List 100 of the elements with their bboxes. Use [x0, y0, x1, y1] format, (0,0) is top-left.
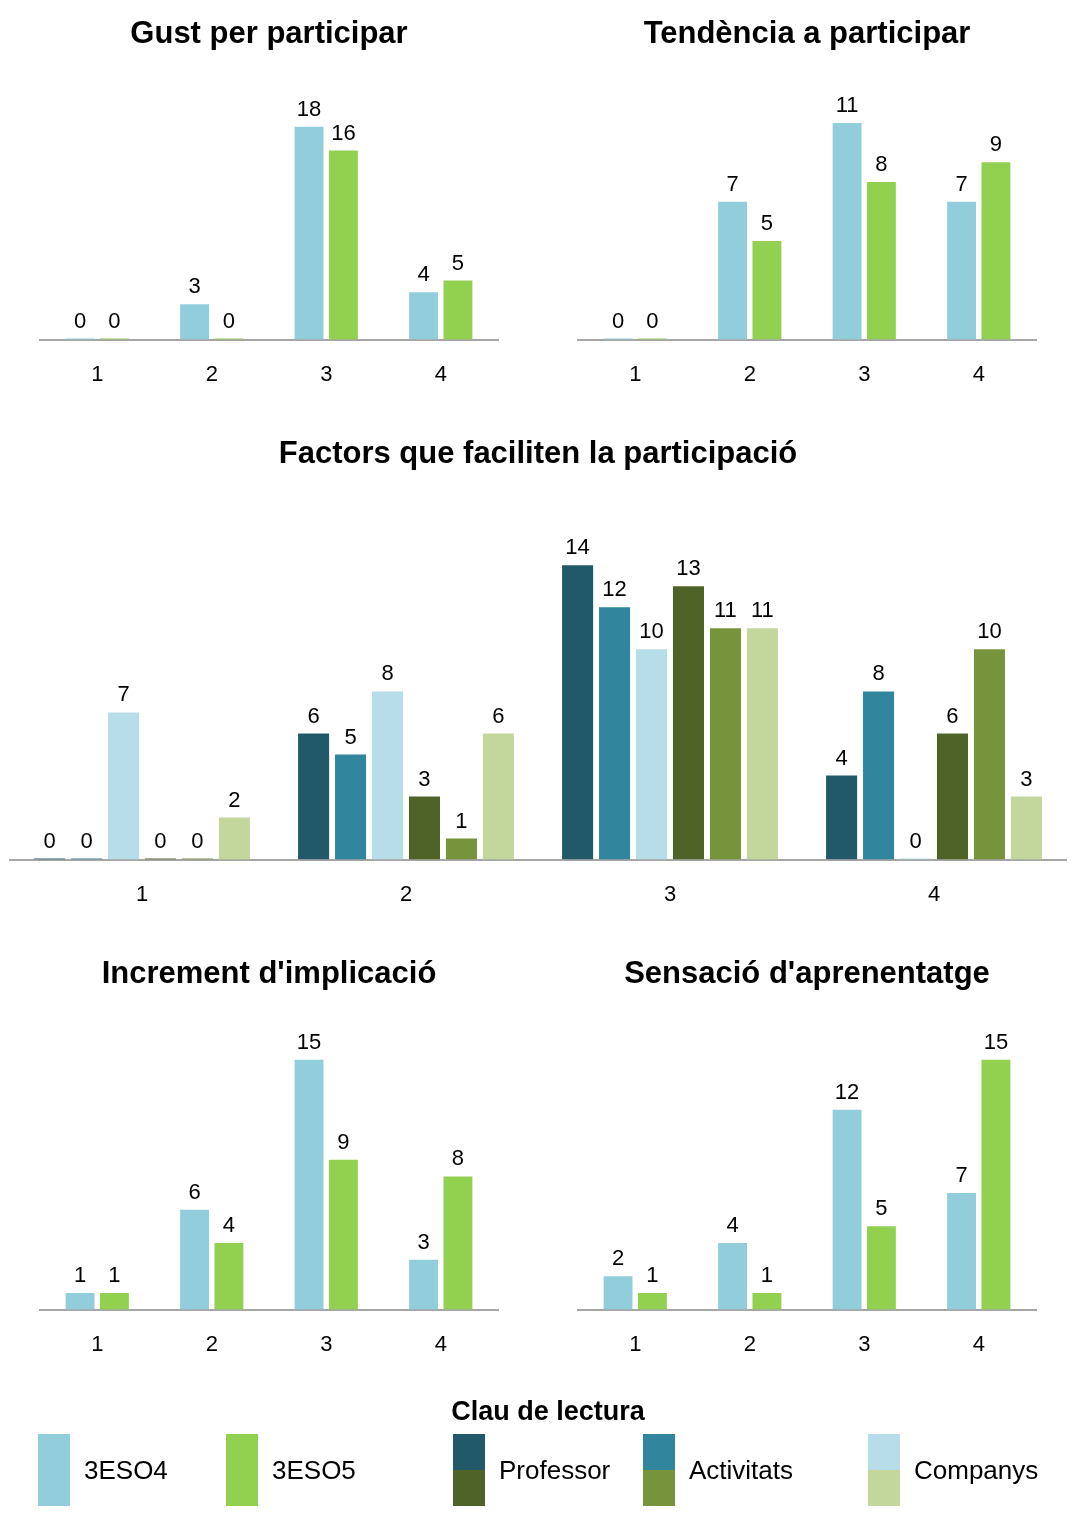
data-label: 7: [726, 170, 739, 196]
bar: [672, 586, 704, 860]
x-tick-label: 4: [927, 880, 941, 906]
chart-title: Tendència a participar: [643, 15, 971, 51]
x-tick-label: 1: [91, 360, 104, 386]
x-tick-label: 4: [434, 360, 447, 386]
data-label: 2: [228, 786, 241, 812]
data-label: 11: [714, 597, 737, 623]
legend-label: Companys: [914, 1454, 1039, 1486]
bar: [981, 162, 1011, 340]
bar: [180, 1209, 209, 1310]
bar: [638, 1292, 667, 1310]
x-tick-label: 3: [663, 880, 677, 906]
data-label: 7: [955, 1162, 968, 1188]
data-label: 11: [835, 91, 859, 117]
data-label: 0: [80, 827, 93, 853]
data-label: 7: [117, 681, 130, 707]
data-label: 12: [834, 1078, 860, 1104]
bar: [746, 628, 778, 860]
data-label: 5: [344, 723, 357, 749]
data-label: 0: [611, 307, 625, 333]
chart-title: Factors que faciliten la participació: [278, 435, 798, 471]
data-label: 1: [108, 1262, 121, 1288]
data-label: 3: [1020, 765, 1033, 791]
legend-label: 3ESO5: [272, 1454, 356, 1486]
data-label: 1: [455, 807, 468, 833]
data-label: 0: [909, 827, 922, 853]
chart-title: Increment d'implicació: [101, 955, 437, 991]
data-label: 0: [154, 827, 167, 853]
bar: [599, 607, 631, 860]
bar: [718, 1243, 747, 1310]
data-label: 8: [381, 660, 394, 686]
data-label: 18: [296, 95, 322, 121]
bar: [562, 565, 594, 860]
x-tick-label: 2: [399, 880, 413, 906]
bar: [867, 182, 896, 340]
data-label: 9: [337, 1128, 350, 1154]
data-label: 0: [646, 307, 659, 333]
bar: [408, 796, 440, 860]
data-label: 11: [750, 597, 774, 623]
data-label: 5: [875, 1195, 888, 1221]
data-label: 7: [955, 170, 968, 196]
bar: [214, 1243, 244, 1310]
data-label: 13: [676, 555, 701, 581]
bar: [329, 1159, 358, 1310]
bar: [409, 292, 438, 340]
data-label: 0: [73, 307, 87, 333]
bar: [445, 838, 477, 860]
data-label: 2: [611, 1245, 625, 1271]
x-tick-label: 3: [858, 360, 871, 386]
data-label: 8: [872, 660, 885, 686]
bar: [294, 126, 324, 340]
data-label: 0: [222, 307, 236, 333]
bar: [867, 1226, 896, 1310]
x-tick-label: 3: [858, 1330, 871, 1356]
data-label: 8: [875, 151, 888, 177]
bar: [443, 280, 473, 340]
data-label: 1: [73, 1262, 87, 1288]
data-label: 4: [417, 261, 430, 287]
bar: [218, 817, 250, 860]
bar: [709, 628, 741, 860]
data-label: 0: [108, 307, 121, 333]
bar: [752, 241, 782, 340]
x-tick-label: 1: [135, 880, 149, 906]
bar: [372, 691, 404, 860]
bar: [108, 712, 140, 860]
x-tick-label: 2: [205, 1330, 218, 1356]
legend-label: Professor: [499, 1454, 611, 1486]
data-label: 8: [451, 1145, 465, 1171]
bar: [100, 1292, 129, 1310]
bar: [832, 1109, 862, 1310]
data-label: 4: [726, 1212, 739, 1238]
bar: [718, 201, 747, 340]
data-label: 6: [492, 702, 505, 728]
chart-title: Gust per participar: [130, 15, 408, 51]
data-label: 4: [835, 744, 848, 770]
x-tick-label: 1: [629, 1330, 642, 1356]
data-label: 1: [646, 1262, 659, 1288]
bar: [294, 1059, 324, 1310]
bar: [482, 733, 514, 860]
x-tick-label: 3: [320, 360, 333, 386]
data-label: 6: [946, 702, 959, 728]
bar: [335, 754, 367, 860]
data-label: 3: [417, 1228, 430, 1254]
x-tick-label: 4: [972, 360, 985, 386]
data-label: 3: [418, 765, 431, 791]
data-label: 5: [451, 249, 465, 275]
bar: [65, 1292, 95, 1310]
bar: [826, 775, 858, 860]
data-label: 10: [639, 618, 664, 644]
data-label: 5: [760, 210, 774, 236]
data-label: 3: [188, 273, 201, 299]
x-tick-label: 4: [972, 1330, 985, 1356]
data-label: 6: [307, 702, 320, 728]
data-label: 15: [983, 1028, 1009, 1054]
data-label: 10: [977, 618, 1002, 644]
bar: [936, 733, 968, 860]
data-label: 4: [222, 1212, 236, 1238]
data-label: 1: [760, 1262, 774, 1288]
x-tick-label: 2: [205, 360, 218, 386]
